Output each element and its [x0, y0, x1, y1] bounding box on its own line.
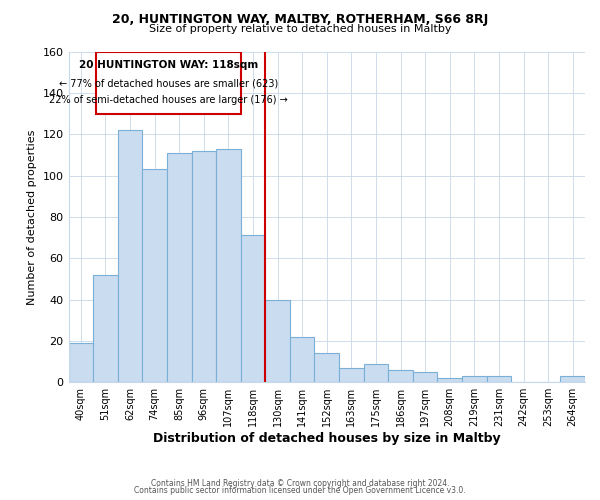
Text: 20 HUNTINGTON WAY: 118sqm: 20 HUNTINGTON WAY: 118sqm	[79, 60, 258, 70]
Text: 20, HUNTINGTON WAY, MALTBY, ROTHERHAM, S66 8RJ: 20, HUNTINGTON WAY, MALTBY, ROTHERHAM, S…	[112, 12, 488, 26]
Text: Size of property relative to detached houses in Maltby: Size of property relative to detached ho…	[149, 24, 451, 34]
Bar	[437, 378, 462, 382]
Y-axis label: Number of detached properties: Number of detached properties	[27, 129, 37, 304]
Bar	[93, 274, 118, 382]
Bar	[339, 368, 364, 382]
X-axis label: Distribution of detached houses by size in Maltby: Distribution of detached houses by size …	[153, 432, 500, 445]
Bar	[142, 170, 167, 382]
Bar	[364, 364, 388, 382]
Bar	[191, 150, 216, 382]
Bar	[290, 336, 314, 382]
Bar	[216, 148, 241, 382]
Text: Contains public sector information licensed under the Open Government Licence v3: Contains public sector information licen…	[134, 486, 466, 495]
Bar	[314, 354, 339, 382]
Bar	[560, 376, 585, 382]
Bar	[68, 343, 93, 382]
Bar	[462, 376, 487, 382]
Bar	[241, 236, 265, 382]
Bar	[413, 372, 437, 382]
Bar	[95, 52, 241, 114]
Text: 22% of semi-detached houses are larger (176) →: 22% of semi-detached houses are larger (…	[49, 95, 287, 105]
Bar	[388, 370, 413, 382]
Text: Contains HM Land Registry data © Crown copyright and database right 2024.: Contains HM Land Registry data © Crown c…	[151, 478, 449, 488]
Bar	[487, 376, 511, 382]
Bar	[118, 130, 142, 382]
Bar	[265, 300, 290, 382]
Text: ← 77% of detached houses are smaller (623): ← 77% of detached houses are smaller (62…	[59, 78, 278, 88]
Bar	[167, 153, 191, 382]
